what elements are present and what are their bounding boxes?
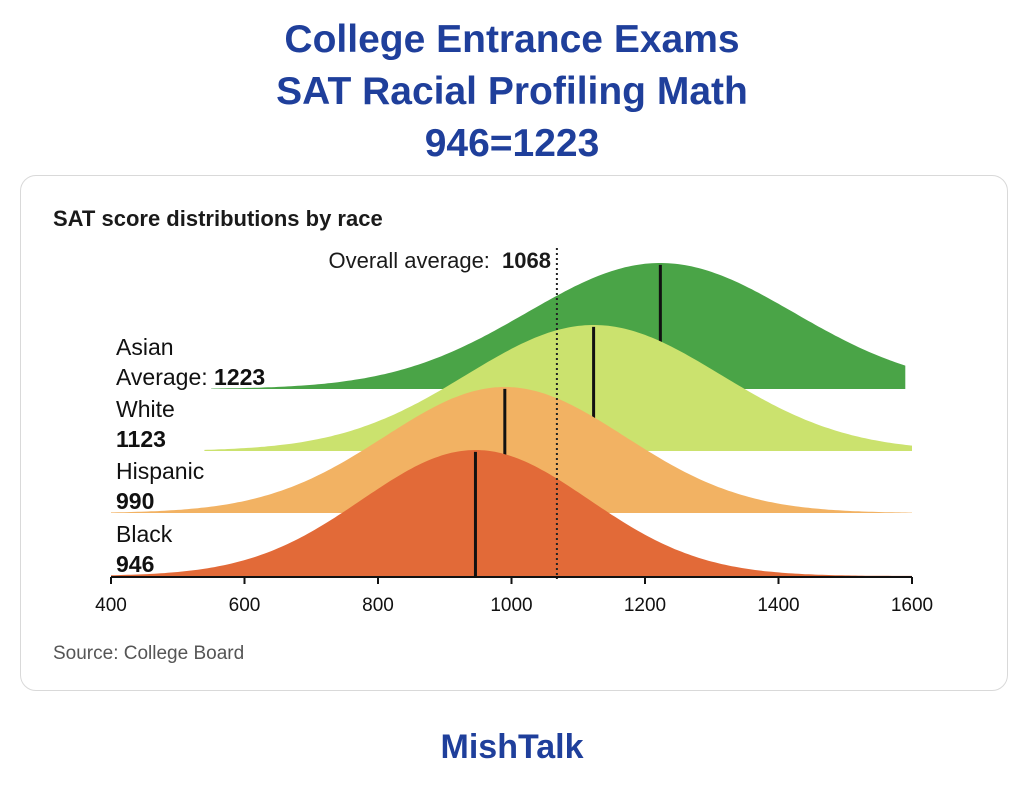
x-tick-label: 1000 [490, 595, 532, 616]
series-average-value: 990 [116, 488, 154, 514]
series-average-hispanic: 990 [116, 488, 154, 514]
distribution-chart: SAT score distributions by race Asian Ave… [53, 206, 933, 664]
series-average-value: 1223 [214, 364, 265, 390]
x-tick-label: 600 [229, 595, 261, 616]
labels-layer: Asian Average: 1223 White 1123 Hispanic 990 Bl… [116, 334, 265, 577]
series-name-hispanic: Hispanic [116, 458, 204, 484]
series-name-asian: Asian [116, 334, 174, 360]
series-average-black: 946 [116, 551, 154, 577]
series-name-white: White [116, 396, 175, 422]
series-average-asian: Average: 1223 [116, 364, 265, 390]
x-tick-label: 1600 [891, 595, 933, 616]
overall-average-label: Overall average: 1068 [329, 248, 552, 273]
series-name-black: Black [116, 521, 173, 547]
chart-card: SAT score distributions by race Asian Ave… [20, 175, 1008, 691]
headline-line-1: College Entrance Exams [284, 18, 740, 61]
headline: College Entrance Exams SAT Racial Profil… [0, 14, 1024, 170]
distribution-curve-hispanic [111, 387, 912, 513]
distribution-curve-black [111, 450, 912, 576]
x-tick-label: 400 [95, 595, 127, 616]
curves-layer [111, 248, 912, 579]
headline-line-3: 946=1223 [424, 122, 600, 165]
x-tick-label: 800 [362, 595, 394, 616]
chart-title: SAT score distributions by race [53, 206, 383, 231]
series-average-white: 1123 [116, 426, 166, 452]
source-note: Source: College Board [53, 643, 244, 664]
x-tick-label: 1400 [757, 595, 799, 616]
series-average-value: 1123 [116, 426, 166, 452]
series-average-value: 946 [116, 551, 154, 577]
distribution-curve-white [204, 325, 912, 451]
overall-average-caption: Overall average: [329, 248, 490, 273]
x-axis: 400 600 800 1000 1200 1400 1600 [95, 576, 933, 616]
series-average-caption: Average: [116, 364, 214, 390]
distribution-curve-asian [211, 263, 906, 389]
brand-footer: MishTalk [440, 728, 584, 766]
headline-line-2: SAT Racial Profiling Math [276, 70, 748, 113]
x-tick-label: 1200 [624, 595, 666, 616]
overall-average-value: 1068 [502, 248, 551, 273]
